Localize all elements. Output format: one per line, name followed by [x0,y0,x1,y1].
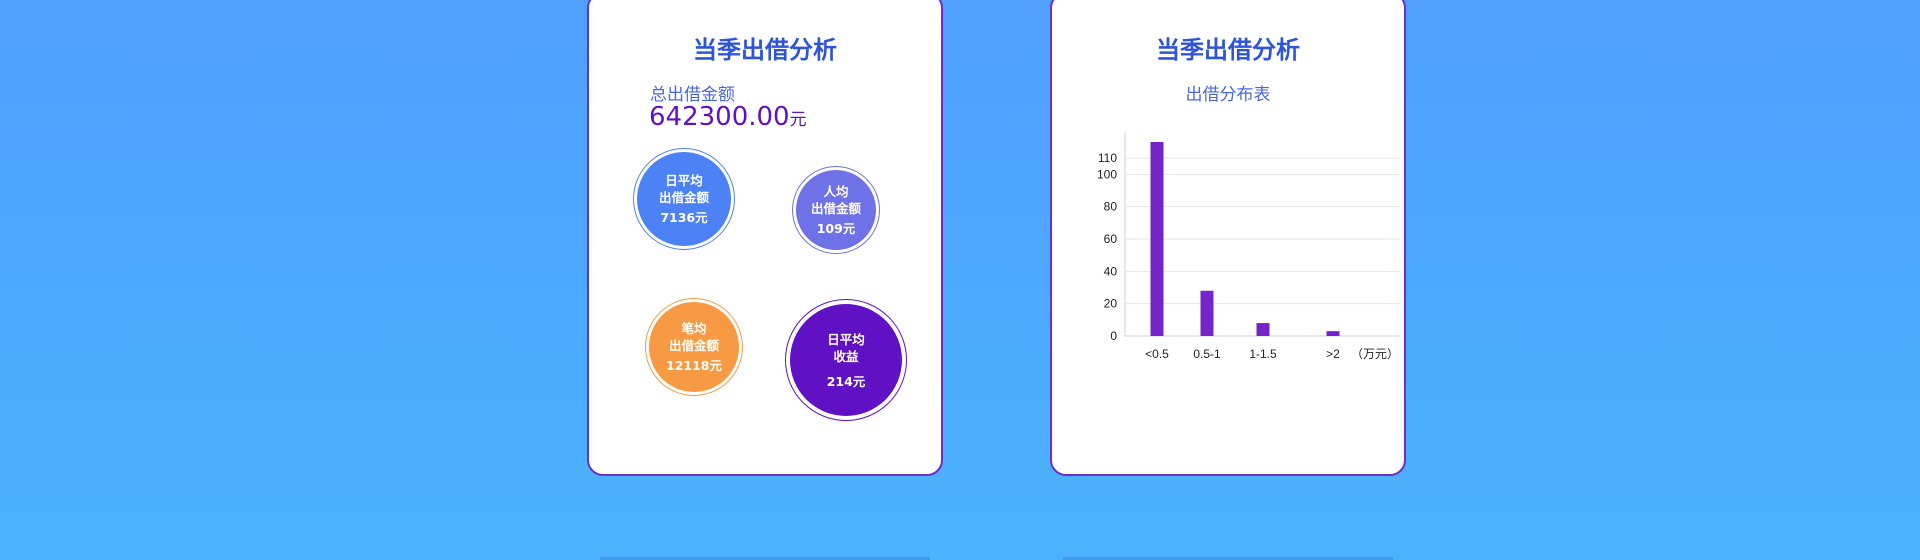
bubble-value: 214元 [826,373,866,389]
x-tick-label: >2 [1326,347,1340,361]
y-tick-label: 100 [1097,167,1117,181]
bubble-line1: 人均 [823,184,849,199]
y-tick-label: 80 [1104,200,1118,214]
bar [1150,142,1164,336]
daily-avg-earnings-bubble: 日平均 收益 214元 [790,304,902,416]
x-tick-label: <0.5 [1145,347,1169,361]
left-analysis-card: 当季出借分析 总出借金额 642300.00元 日平均 出借金额 7136元 人… [587,0,943,476]
bubble-line1: 笔均 [681,321,707,336]
bubble-value: 109元 [816,221,856,236]
bubble-line2: 收益 [833,348,859,364]
y-tick-label: 60 [1104,232,1118,246]
y-tick-label: 110 [1098,151,1117,165]
bubble-ring [792,166,880,254]
total-amount-number: 642300.00 [649,102,790,132]
next-card-edge [600,557,930,560]
x-axis-unit-label: （万元） [1351,347,1399,361]
bubble-ring [645,298,743,396]
chart-subtitle: 出借分布表 [1185,85,1271,105]
x-tick-label: 0.5-1 [1193,347,1221,361]
next-card-edge [1063,557,1393,560]
bubble-value: 12118元 [666,358,722,373]
bubble-ring [633,148,735,250]
card-title: 当季出借分析 [693,36,837,64]
y-tick-label: 0 [1110,329,1117,343]
bar [1326,331,1340,336]
bubble-line2: 出借金额 [668,338,719,353]
per-transaction-lending-bubble: 笔均 出借金额 12118元 [649,302,739,392]
daily-avg-lending-bubble: 日平均 出借金额 7136元 [637,152,731,246]
bubble-line1: 日平均 [665,173,703,188]
distribution-bar-chart: 0 20 40 60 80 100 110 <0.5 0.5-1 1-1.5 >2 （万元） [1097,132,1400,361]
card-title: 当季出借分析 [1156,36,1300,64]
bubble-value: 7136元 [660,210,708,225]
total-amount-unit: 元 [789,110,807,130]
right-analysis-card: 当季出借分析 出借分布表 0 20 40 60 80 100 110 <0.5 0.5-1 1-1… [1050,0,1406,476]
bubble-line2: 出借金额 [810,201,861,216]
total-amount-value: 642300.00元 [649,102,807,132]
bubble-ring [785,299,907,421]
total-amount-label: 总出借金额 [650,85,735,105]
y-tick-label: 40 [1104,264,1118,278]
bar [1200,290,1214,336]
x-tick-label: 1-1.5 [1249,347,1277,361]
bubble-line2: 出借金额 [658,190,709,205]
y-tick-label: 20 [1104,297,1118,311]
bar [1256,323,1270,336]
bubble-line1: 日平均 [827,331,865,347]
per-capita-lending-bubble: 人均 出借金额 109元 [796,170,876,250]
